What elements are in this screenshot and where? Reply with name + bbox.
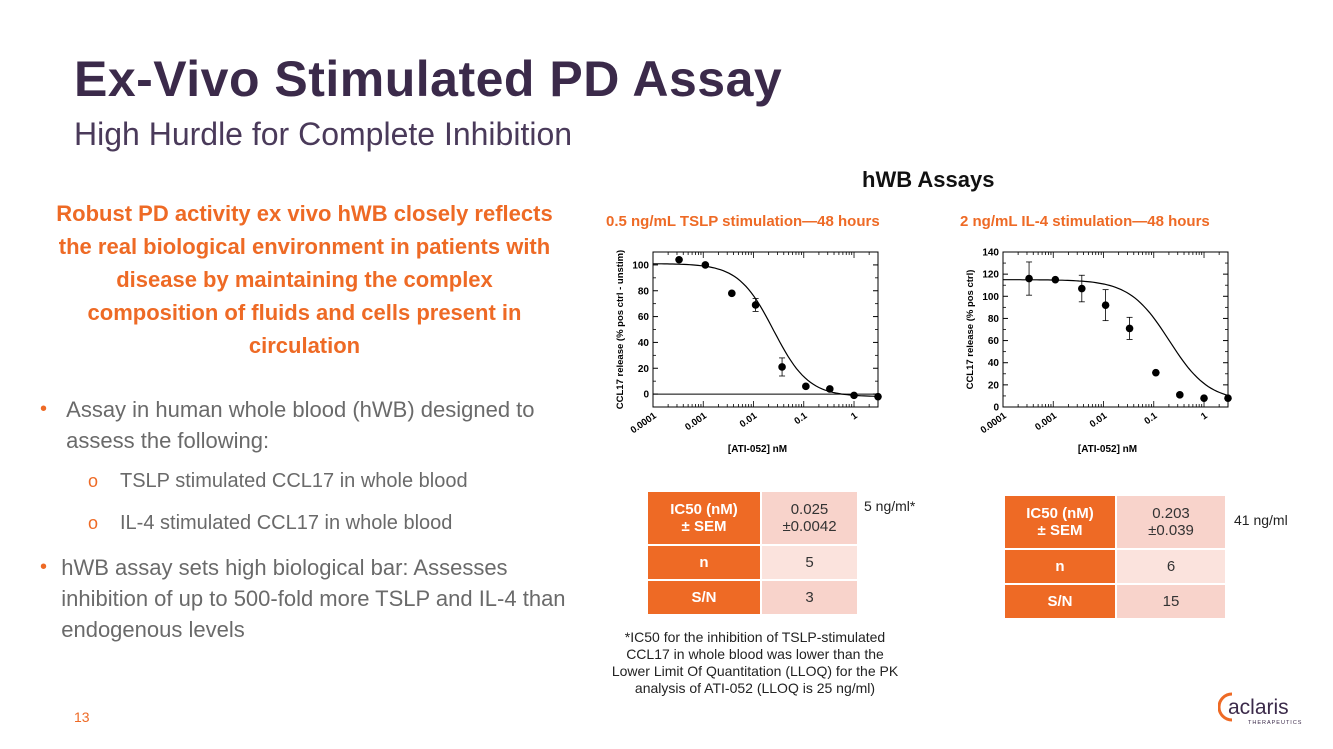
table-cell-value: 15 <box>1117 585 1225 618</box>
y-tick-label: 60 <box>638 312 650 323</box>
y-tick-label: 40 <box>988 358 1000 369</box>
x-tick-label: 0.01 <box>1088 410 1110 430</box>
page-number: 13 <box>74 709 90 725</box>
bullet-item: • Assay in human whole blood (hWB) desig… <box>40 394 580 456</box>
table-cell-value: 5 <box>762 546 857 579</box>
data-point <box>675 255 683 264</box>
data-point <box>751 301 760 309</box>
table-cell-label: S/N <box>648 581 760 614</box>
logo-mark-icon <box>1218 692 1233 722</box>
il4-results-table: IC50 (nM) ± SEM 0.203 ±0.039 n 6 S/N 15 <box>1003 494 1227 620</box>
y-tick-label: 120 <box>982 270 999 281</box>
bullet-list: • Assay in human whole blood (hWB) desig… <box>40 394 580 657</box>
data-point <box>1078 284 1086 293</box>
fit-curve <box>653 263 878 397</box>
bullet-glyph: • <box>40 556 48 578</box>
chart-title-tslp: 0.5 ng/mL TSLP stimulation—48 hours <box>606 213 880 230</box>
data-point <box>1152 368 1160 377</box>
table-row: S/N 3 <box>648 581 857 614</box>
data-point <box>1125 324 1134 333</box>
aclaris-logo: aclaris THERAPEUTICS <box>1218 692 1302 726</box>
x-tick-label: 1 <box>849 410 860 422</box>
x-tick-label: 0.01 <box>738 410 760 430</box>
data-point <box>1101 301 1110 309</box>
tslp-ic50-note: 5 ng/ml* <box>864 498 916 514</box>
table-row: IC50 (nM) ± SEM 0.025 ±0.0042 <box>648 492 857 544</box>
sub-bullet-item: o IL-4 stimulated CCL17 in whole blood <box>88 510 580 536</box>
y-tick-label: 80 <box>988 314 1000 325</box>
y-tick-label: 80 <box>638 286 650 297</box>
data-point <box>1051 275 1060 284</box>
data-point <box>728 289 736 298</box>
bullet-text: hWB assay sets high biological bar: Asse… <box>61 555 566 642</box>
section-title: hWB Assays <box>862 167 995 192</box>
y-tick-label: 0 <box>993 403 999 414</box>
y-axis-label: CCL17 release (% pos ctrl - unstim) <box>615 250 626 409</box>
table-row: n 5 <box>648 546 857 579</box>
lead-statement: Robust PD activity ex vivo hWB closely r… <box>56 201 553 358</box>
data-point <box>850 391 858 400</box>
table-cell-value: 6 <box>1117 550 1225 583</box>
slide-title: Ex-Vivo Stimulated PD Assay <box>74 51 783 107</box>
table-cell-label: IC50 (nM) ± SEM <box>648 492 760 544</box>
y-tick-label: 20 <box>988 380 1000 391</box>
y-tick-label: 0 <box>643 390 649 401</box>
data-point <box>1200 394 1208 402</box>
y-tick-label: 140 <box>982 248 999 259</box>
data-point <box>1224 394 1232 402</box>
il4-dose-response-chart: 0 20 40 60 80 100 120 140 0.0001 0.001 0.01 0.1 1 [AT… <box>965 248 1232 455</box>
table-cell-value: 0.025 ±0.0042 <box>762 492 857 544</box>
y-tick-label: 60 <box>988 336 1000 347</box>
x-tick-label: 0.1 <box>1142 410 1160 427</box>
table-row: IC50 (nM) ± SEM 0.203 ±0.039 <box>1005 496 1225 548</box>
plot-frame <box>652 251 879 408</box>
table-cell-label: n <box>648 546 760 579</box>
table-row: S/N 15 <box>1005 585 1225 618</box>
bullet-glyph: • <box>40 398 48 420</box>
data-point <box>874 392 882 401</box>
table-cell-value: 3 <box>762 581 857 614</box>
data-point <box>1025 274 1033 283</box>
sub-bullet-glyph: o <box>88 471 99 491</box>
table-cell-label: S/N <box>1005 585 1115 618</box>
data-point <box>701 261 710 269</box>
sub-bullet-text: TSLP stimulated CCL17 in whole blood <box>120 470 468 492</box>
y-tick-label: 100 <box>982 292 999 303</box>
x-axis-label: [ATI-052] nM <box>728 444 787 455</box>
data-point <box>826 385 834 393</box>
data-point <box>778 363 786 371</box>
footnote: *IC50 for the inhibition of TSLP-stimula… <box>611 629 899 696</box>
table-cell-value: 0.203 ±0.039 <box>1117 496 1225 548</box>
fit-curve <box>1003 279 1229 397</box>
table-cell-label: n <box>1005 550 1115 583</box>
table-cell-label: IC50 (nM) ± SEM <box>1005 496 1115 548</box>
x-tick-label: 1 <box>1199 410 1210 422</box>
sub-bullet-item: o TSLP stimulated CCL17 in whole blood <box>88 468 580 494</box>
table-row: n 6 <box>1005 550 1225 583</box>
il4-ic50-note: 41 ng/ml <box>1234 512 1288 528</box>
sub-bullet-glyph: o <box>88 513 99 533</box>
logo-tagline: THERAPEUTICS <box>1248 720 1302 726</box>
tslp-results-table: IC50 (nM) ± SEM 0.025 ±0.0042 n 5 S/N 3 <box>646 490 859 616</box>
chart-title-il4: 2 ng/mL IL-4 stimulation—48 hours <box>960 213 1210 230</box>
y-tick-label: 40 <box>638 338 650 349</box>
x-tick-label: 0.001 <box>1033 410 1059 433</box>
bullet-text: Assay in human whole blood (hWB) designe… <box>66 397 535 453</box>
x-tick-label: 0.0001 <box>629 410 660 436</box>
sub-bullet-text: IL-4 stimulated CCL17 in whole blood <box>120 512 453 534</box>
bullet-item: • hWB assay sets high biological bar: As… <box>40 552 580 645</box>
tslp-dose-response-chart: 0 20 40 60 80 100 0.0001 0.001 0.01 0.1 1 [ATI-052]… <box>615 250 882 455</box>
y-tick-label: 20 <box>638 364 650 375</box>
y-axis-label: CCL17 release (% pos ctrl) <box>965 270 976 390</box>
x-axis-label: [ATI-052] nM <box>1078 444 1137 455</box>
x-tick-label: 0.001 <box>683 410 709 433</box>
x-tick-label: 0.1 <box>792 410 810 427</box>
data-point <box>802 382 810 391</box>
y-tick-label: 100 <box>632 260 649 271</box>
data-point <box>1176 391 1184 399</box>
x-tick-label: 0.0001 <box>979 410 1010 436</box>
plot-frame <box>1002 251 1229 408</box>
slide-subtitle: High Hurdle for Complete Inhibition <box>74 116 573 152</box>
logo-wordmark: aclaris <box>1228 696 1289 719</box>
